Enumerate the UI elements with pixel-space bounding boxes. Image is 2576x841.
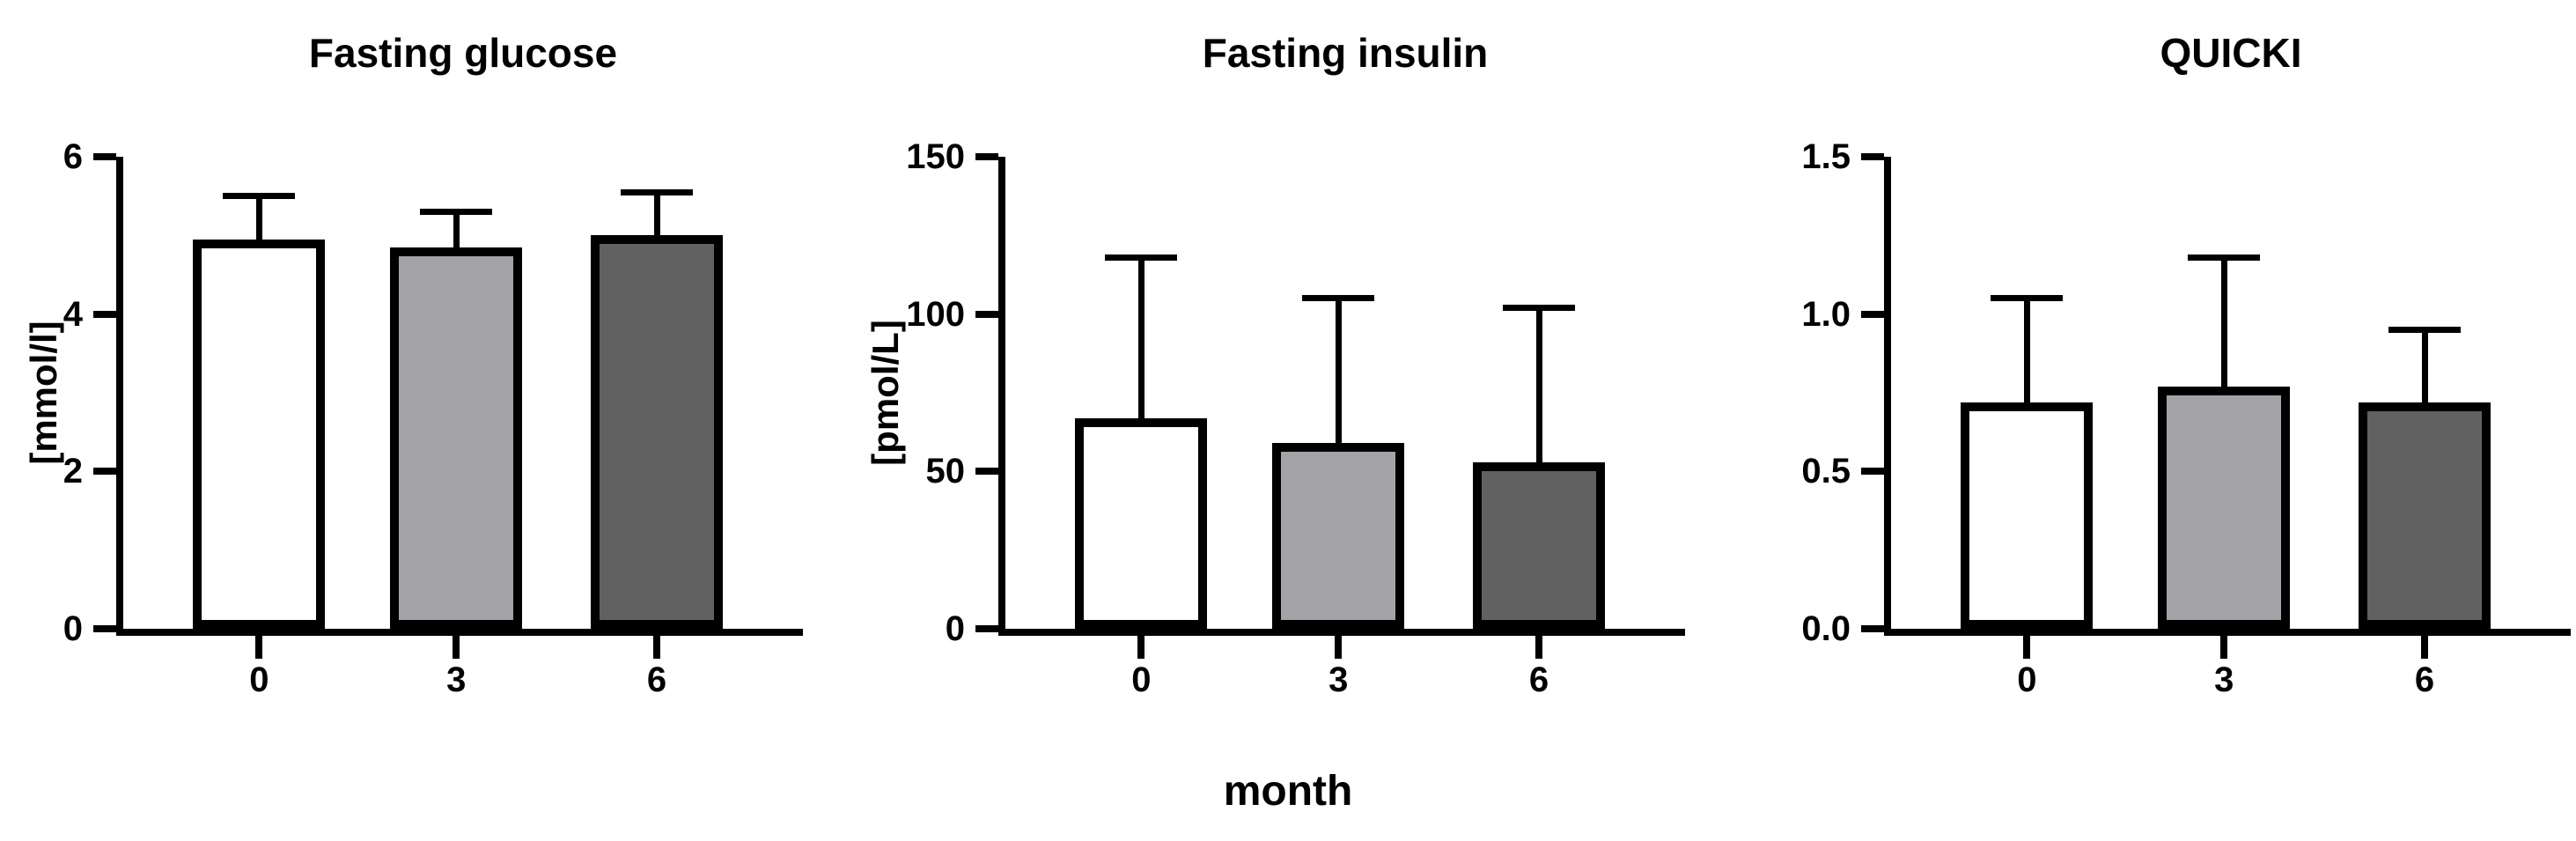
- y-tick-label: 150: [906, 137, 965, 176]
- error-bar-whisker: [255, 195, 262, 243]
- error-bar-whisker: [453, 211, 460, 251]
- x-axis-tick: [2023, 636, 2031, 659]
- x-tick-label: 0: [2017, 660, 2037, 699]
- bar-month-0: [1961, 402, 2094, 629]
- y-axis-tick: [975, 468, 998, 476]
- y-axis-tick: [93, 310, 116, 318]
- bar-month-3: [2158, 386, 2291, 629]
- x-axis-tick: [2421, 636, 2429, 659]
- y-axis-tick: [93, 468, 116, 476]
- error-bar-cap: [2188, 254, 2261, 261]
- error-bar-cap: [1302, 295, 1375, 302]
- bar-month-6: [1473, 461, 1606, 629]
- x-axis-tick: [1335, 636, 1343, 659]
- y-axis-unit-label: [pmol/L]: [865, 320, 906, 466]
- chart-title: Fasting glucose: [308, 30, 618, 76]
- y-tick-label: 2: [63, 452, 83, 491]
- error-bar-cap: [2388, 327, 2462, 334]
- error-bar-whisker: [1335, 298, 1342, 447]
- error-bar-cap: [1105, 254, 1178, 261]
- bar-month-3: [1272, 443, 1405, 629]
- y-axis-tick: [975, 153, 998, 160]
- x-axis-tick: [255, 636, 263, 659]
- x-tick-label: 6: [1528, 660, 1549, 699]
- y-tick-label: 0: [945, 609, 965, 648]
- error-bar-whisker: [653, 192, 660, 240]
- y-axis-tick: [1861, 153, 1884, 160]
- bar-month-3: [390, 247, 523, 629]
- x-tick-label: 3: [1328, 660, 1349, 699]
- error-bar-cap: [621, 188, 694, 195]
- error-bar-whisker: [1535, 307, 1542, 466]
- bar-month-0: [193, 239, 326, 629]
- y-tick-label: 4: [63, 294, 83, 334]
- x-tick-label: 3: [2214, 660, 2234, 699]
- y-axis-tick: [1861, 310, 1884, 318]
- x-tick-label: 6: [2414, 660, 2435, 699]
- error-bar-whisker: [1137, 257, 1144, 422]
- error-bar-whisker: [2220, 257, 2227, 390]
- y-axis-tick: [1861, 625, 1884, 632]
- y-tick-label: 0.5: [1801, 452, 1851, 491]
- error-bar-cap: [223, 193, 296, 200]
- y-axis-tick: [1861, 468, 1884, 476]
- y-axis-tick: [975, 310, 998, 318]
- x-axis-title: month: [1223, 768, 1353, 815]
- plot-axes: [116, 157, 803, 636]
- bar-month-6: [591, 235, 724, 629]
- y-tick-label: 0.0: [1801, 609, 1851, 648]
- error-bar-cap: [420, 209, 493, 216]
- error-bar-whisker: [2023, 298, 2030, 406]
- x-axis-tick: [453, 636, 460, 659]
- y-tick-label: 1.5: [1801, 137, 1851, 176]
- x-tick-label: 0: [1131, 660, 1152, 699]
- x-tick-label: 6: [646, 660, 667, 699]
- y-axis-tick: [93, 153, 116, 160]
- error-bar-whisker: [2421, 329, 2428, 406]
- y-tick-label: 100: [906, 294, 965, 334]
- y-tick-label: 6: [63, 137, 83, 176]
- x-tick-label: 3: [446, 660, 467, 699]
- y-axis-unit-label: [mmol/l]: [23, 321, 64, 465]
- chart-title: QUICKI: [2160, 30, 2302, 76]
- error-bar-cap: [1503, 305, 1576, 312]
- y-tick-label: 0: [63, 609, 83, 648]
- x-axis-tick: [653, 636, 661, 659]
- x-tick-label: 0: [249, 660, 269, 699]
- chart-title: Fasting insulin: [1202, 30, 1489, 76]
- y-tick-label: 1.0: [1801, 294, 1851, 334]
- error-bar-cap: [1991, 295, 2064, 302]
- plot-axes: [1884, 157, 2571, 636]
- x-axis-tick: [2220, 636, 2228, 659]
- bar-month-0: [1075, 417, 1208, 629]
- bar-month-6: [2359, 402, 2491, 629]
- y-axis-tick: [93, 625, 116, 632]
- x-axis-tick: [1137, 636, 1145, 659]
- y-axis-tick: [975, 625, 998, 632]
- y-tick-label: 50: [925, 452, 966, 491]
- x-axis-tick: [1535, 636, 1543, 659]
- plot-axes: [998, 157, 1685, 636]
